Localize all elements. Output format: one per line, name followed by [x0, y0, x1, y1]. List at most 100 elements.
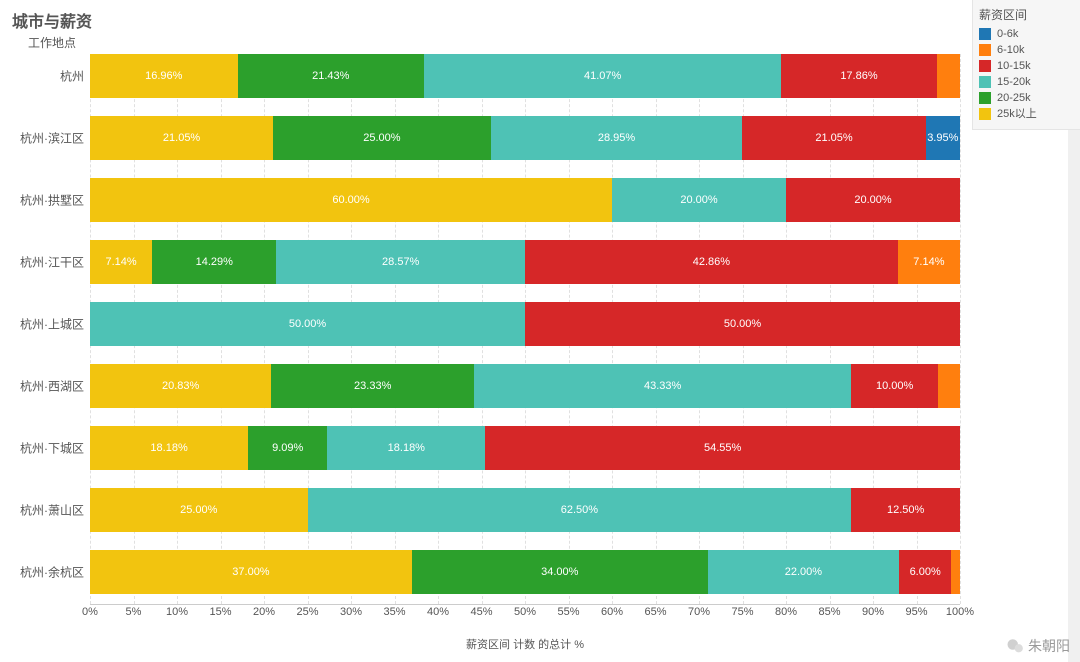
x-tick-label: 45% — [470, 606, 492, 618]
legend-swatch — [979, 108, 991, 120]
bar-segment[interactable]: 50.00% — [525, 302, 960, 346]
bar-segment[interactable]: 21.05% — [90, 116, 273, 160]
x-tick-label: 65% — [644, 606, 666, 618]
bar-segment-label: 9.09% — [272, 442, 303, 454]
bar-segment[interactable]: 7.14% — [898, 240, 960, 284]
bar-segment-label: 10.00% — [876, 380, 913, 392]
bar-segment-label: 7.14% — [913, 256, 944, 268]
y-tick-label: 杭州 — [2, 68, 84, 85]
bar-segment[interactable]: 9.09% — [248, 426, 327, 470]
bar-row: 杭州·余杭区37.00%34.00%22.00%6.00% — [90, 550, 960, 594]
bar-segment[interactable]: 20.00% — [786, 178, 960, 222]
bar-segment[interactable]: 6.00% — [899, 550, 951, 594]
bar-segment-label: 22.00% — [785, 566, 822, 578]
bar-segment[interactable]: 12.50% — [851, 488, 960, 532]
bar-segment[interactable]: 14.29% — [152, 240, 276, 284]
bar-segment[interactable] — [937, 54, 960, 98]
x-axis: 0%5%10%15%20%25%30%35%40%45%50%55%60%65%… — [90, 604, 960, 624]
bar-segment[interactable]: 34.00% — [412, 550, 708, 594]
bar-segment-label: 54.55% — [704, 442, 741, 454]
bar-segment[interactable] — [938, 364, 960, 408]
legend-item[interactable]: 15-20k — [979, 75, 1074, 89]
stacked-bar[interactable]: 7.14%14.29%28.57%42.86%7.14% — [90, 240, 960, 284]
bar-segment[interactable]: 18.18% — [90, 426, 248, 470]
bar-segment[interactable]: 21.43% — [238, 54, 424, 98]
bar-segment[interactable]: 54.55% — [485, 426, 960, 470]
bar-segment[interactable]: 25.00% — [273, 116, 491, 160]
legend-panel: 薪资区间 0-6k6-10k10-15k15-20k20-25k25k以上 — [972, 0, 1080, 130]
bar-segment[interactable]: 16.96% — [90, 54, 238, 98]
x-axis-title: 薪资区间 计数 的总计 % — [466, 636, 584, 660]
x-tick-label: 50% — [514, 606, 536, 618]
legend-item[interactable]: 0-6k — [979, 27, 1074, 41]
bar-segment-label: 28.95% — [598, 132, 635, 144]
bar-segment[interactable]: 7.14% — [90, 240, 152, 284]
bar-segment-label: 50.00% — [724, 318, 761, 330]
x-tick-label: 15% — [209, 606, 231, 618]
bar-row: 杭州·下城区18.18%9.09%18.18%54.55% — [90, 426, 960, 470]
bar-segment-label: 34.00% — [541, 566, 578, 578]
bar-segment[interactable]: 20.00% — [612, 178, 786, 222]
legend-item[interactable]: 25k以上 — [979, 107, 1074, 121]
stacked-bar[interactable]: 20.83% 23.33% 43.33% 10.00% — [90, 364, 960, 408]
bar-segment-label: 23.33% — [354, 380, 391, 392]
bar-row: 杭州·上城区50.00%50.00% — [90, 302, 960, 346]
bar-segment[interactable] — [951, 550, 960, 594]
x-tick-label: 35% — [383, 606, 405, 618]
stacked-bar[interactable]: 25.00% 62.50%12.50% — [90, 488, 960, 532]
x-tick-label: 85% — [818, 606, 840, 618]
bar-segment[interactable]: 37.00% — [90, 550, 412, 594]
bar-segment[interactable]: 28.57% — [276, 240, 525, 284]
bar-segment[interactable]: 23.33% — [271, 364, 474, 408]
y-tick-label: 杭州·拱墅区 — [2, 192, 84, 209]
legend-swatch — [979, 44, 991, 56]
bar-segment[interactable]: 17.86% — [781, 54, 936, 98]
bar-segment[interactable]: 10.00% — [851, 364, 938, 408]
bar-segment-label: 21.43% — [312, 70, 349, 82]
bar-segment[interactable]: 28.95% — [491, 116, 743, 160]
bar-segment-label: 25.00% — [180, 504, 217, 516]
x-tick-label: 75% — [731, 606, 753, 618]
bar-segment[interactable]: 22.00% — [708, 550, 899, 594]
bar-segment-label: 3.95% — [927, 132, 958, 144]
bar-row: 杭州·西湖区20.83%23.33%43.33%10.00% — [90, 364, 960, 408]
x-tick-label: 30% — [340, 606, 362, 618]
x-tick-label: 0% — [82, 606, 98, 618]
y-tick-label: 杭州·西湖区 — [2, 378, 84, 395]
bar-segment-label: 21.05% — [815, 132, 852, 144]
x-tick-label: 10% — [166, 606, 188, 618]
x-tick-label: 40% — [427, 606, 449, 618]
bar-segment[interactable]: 20.83% — [90, 364, 271, 408]
stacked-bar[interactable]: 16.96% 21.43% 41.07%17.86% — [90, 54, 960, 98]
legend-label: 10-15k — [997, 59, 1031, 73]
legend-swatch — [979, 28, 991, 40]
stacked-bar[interactable]: 50.00% 50.00% — [90, 302, 960, 346]
legend-item[interactable]: 20-25k — [979, 91, 1074, 105]
bar-segment[interactable]: 42.86% — [525, 240, 898, 284]
bar-segment[interactable]: 3.95% — [926, 116, 960, 160]
bar-segment-label: 18.18% — [150, 442, 187, 454]
x-tick-label: 25% — [296, 606, 318, 618]
bar-segment[interactable]: 18.18% — [327, 426, 485, 470]
stacked-bar[interactable]: 21.05%25.00%28.95%21.05%3.95% — [90, 116, 960, 160]
bar-segment[interactable]: 50.00% — [90, 302, 525, 346]
x-tick-label: 100% — [946, 606, 974, 618]
bar-segment[interactable]: 62.50% — [308, 488, 852, 532]
bar-segment[interactable]: 60.00% — [90, 178, 612, 222]
legend-item[interactable]: 6-10k — [979, 43, 1074, 57]
bar-segment[interactable]: 25.00% — [90, 488, 308, 532]
scrollbar-stub[interactable] — [1068, 130, 1080, 662]
bar-segment[interactable]: 41.07% — [424, 54, 781, 98]
gridline — [960, 54, 961, 604]
bar-row: 杭州·拱墅区60.00%20.00%20.00% — [90, 178, 960, 222]
bar-segment-label: 50.00% — [289, 318, 326, 330]
bar-segment[interactable]: 21.05% — [742, 116, 925, 160]
legend-swatch — [979, 60, 991, 72]
stacked-bar[interactable]: 60.00%20.00%20.00% — [90, 178, 960, 222]
stacked-bar[interactable]: 18.18% 9.09% 18.18% 54.55% — [90, 426, 960, 470]
stacked-bar[interactable]: 37.00% 34.00% 22.00% 6.00% — [90, 550, 960, 594]
legend-label: 20-25k — [997, 91, 1031, 105]
legend-item[interactable]: 10-15k — [979, 59, 1074, 73]
bar-segment[interactable]: 43.33% — [474, 364, 851, 408]
y-tick-label: 杭州·余杭区 — [2, 564, 84, 581]
